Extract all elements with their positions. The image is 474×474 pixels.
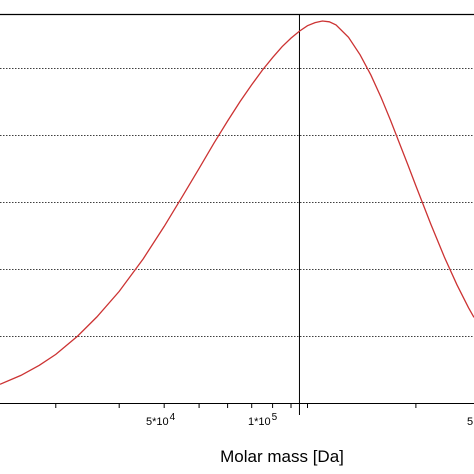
x-axis-ticks xyxy=(55,403,417,408)
x-axis-label: Molar mass [Da] xyxy=(220,447,344,466)
gridlines xyxy=(0,68,474,337)
series-line xyxy=(0,20,474,385)
x-tick-label-5e4: 5*104 xyxy=(146,412,176,428)
x-tick-label-1e5: 1*105 xyxy=(248,412,278,428)
x-tick-label-5e5: 5 xyxy=(467,416,473,428)
